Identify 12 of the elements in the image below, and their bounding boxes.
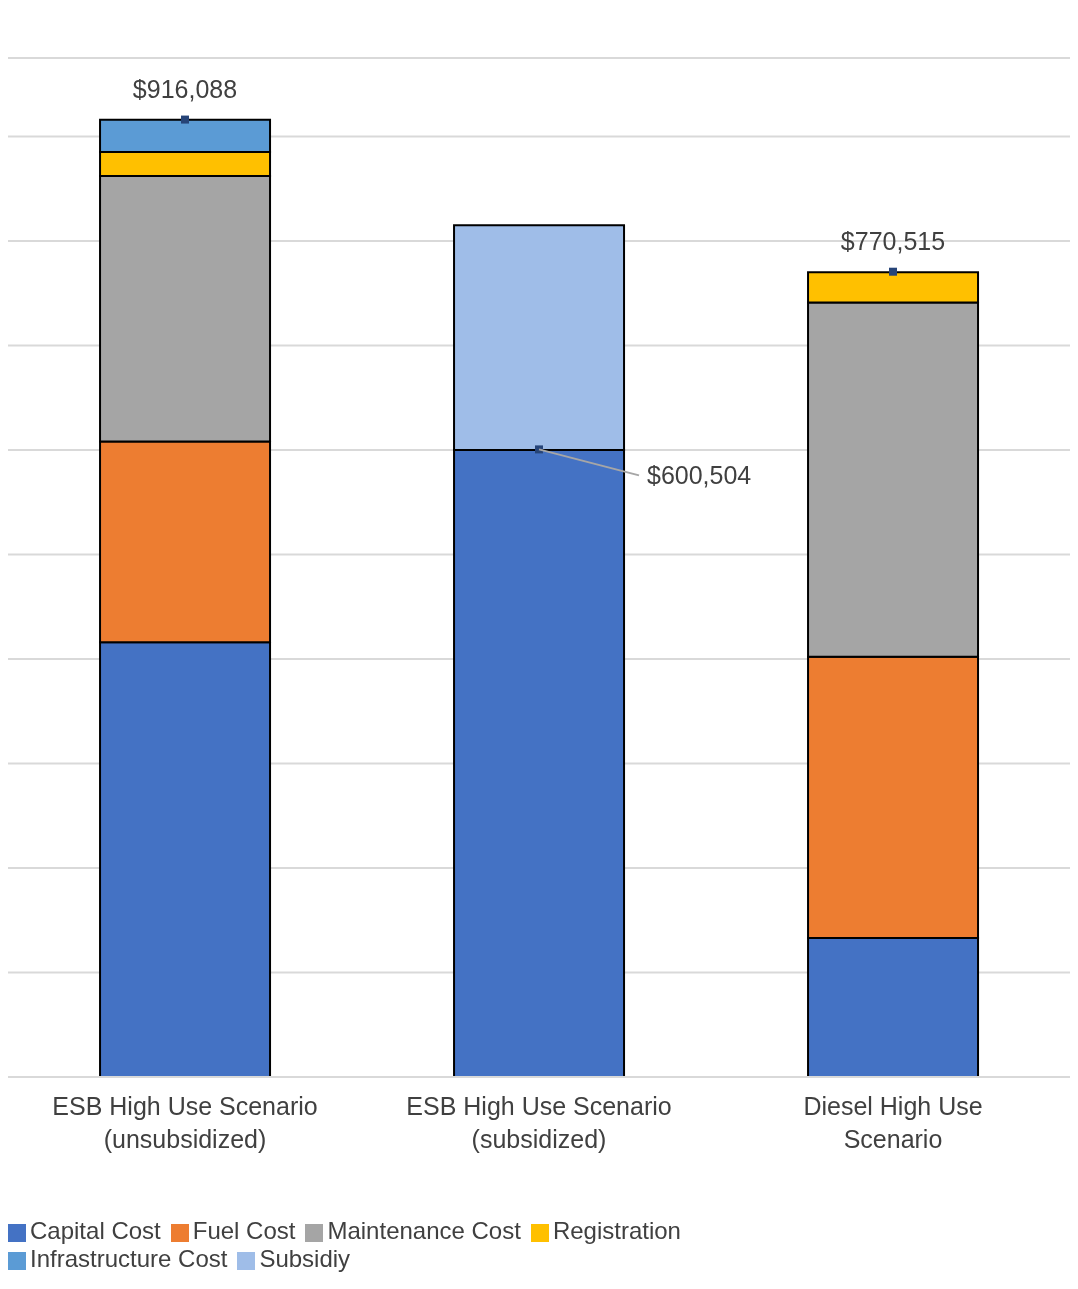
x-tick-label: Diesel High Use Scenario <box>803 1092 983 1153</box>
legend-label: Registration <box>552 1217 681 1244</box>
legend-label: Capital Cost <box>30 1217 161 1244</box>
legend-label: Fuel Cost <box>192 1217 296 1244</box>
legend-label: Subsidiy <box>259 1245 351 1272</box>
legend-label: Maintenance Cost <box>327 1217 521 1244</box>
legend-label: Infrastructure Cost <box>30 1245 228 1272</box>
data-label: $916,088 <box>132 74 238 103</box>
x-tick-label: ESB High Use Scenario (subsidized) <box>406 1092 672 1153</box>
x-tick-label: ESB High Use Scenario (unsubsidized) <box>52 1092 318 1153</box>
data-label: $600,504 <box>647 461 752 490</box>
data-label: $770,515 <box>840 226 946 255</box>
